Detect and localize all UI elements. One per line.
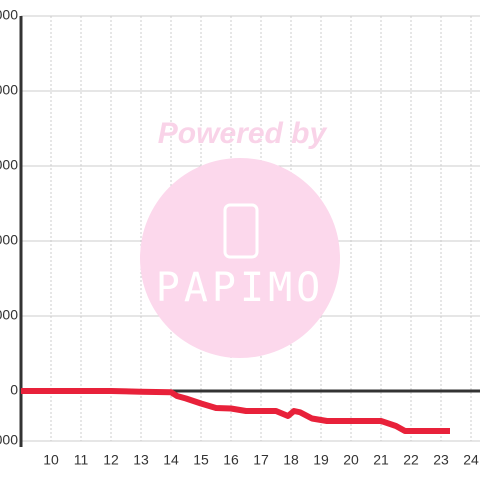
x-tick-label: 12	[103, 452, 119, 468]
line	[21, 388, 450, 434]
x-tick-label: 21	[373, 452, 389, 468]
y-tick-label: 30,000	[0, 307, 18, 323]
x-tick-label: 16	[223, 452, 239, 468]
watermark-icon	[223, 203, 259, 259]
x-tick-label: 23	[433, 452, 449, 468]
x-tick-label: 19	[313, 452, 329, 468]
x-tick-label: 18	[283, 452, 299, 468]
y-tick-label: 60,000	[0, 232, 18, 248]
x-tick-label: 15	[193, 452, 209, 468]
x-tick-label: 20	[343, 452, 359, 468]
watermark-brand: PAPIMO	[156, 265, 325, 311]
y-tick-label: 150,000	[0, 7, 18, 23]
y-tick-label: -20,000	[0, 432, 18, 448]
x-tick-label: 22	[403, 452, 419, 468]
x-tick-label: 11	[74, 452, 89, 468]
x-tick-label: 13	[133, 452, 149, 468]
watermark-text: Powered by	[158, 117, 328, 150]
x-tick-label: 14	[163, 452, 179, 468]
watermark: Powered by PAPIMO	[140, 117, 340, 358]
y-tick-label: 90,000	[0, 157, 18, 173]
x-tick-label: 10	[43, 452, 59, 468]
x-tick-label: 24	[463, 452, 479, 468]
x-tick-label: 17	[253, 452, 269, 468]
y-tick-label: 0	[10, 382, 18, 398]
y-tick-label: 120,000	[0, 82, 18, 98]
